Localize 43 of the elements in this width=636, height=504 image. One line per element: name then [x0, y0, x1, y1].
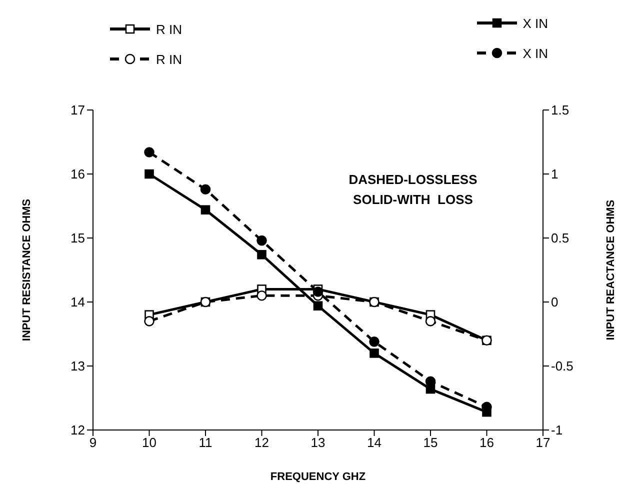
point: [144, 147, 154, 158]
y-tick-label: 16: [70, 166, 85, 182]
x-tick-label: 17: [536, 435, 550, 450]
y-axis-title: INPUT RESISTANCE OHMS: [20, 198, 33, 342]
legend-label: R IN: [156, 22, 182, 36]
y-tick-label: 14: [70, 294, 85, 310]
point: [200, 184, 211, 195]
y2-tick-label: 0: [551, 294, 558, 310]
y2-tick-label: -1: [551, 422, 563, 438]
point: [256, 235, 267, 246]
annotation: DASHED-LOSSLESS: [348, 171, 478, 189]
legend-label: X IN: [522, 16, 548, 30]
legend-label: X IN: [522, 46, 548, 60]
point: [425, 316, 436, 326]
point: [144, 316, 154, 326]
y-tick-label: 13: [70, 358, 85, 374]
x-tick-label: 9: [89, 435, 97, 450]
point: [312, 286, 324, 297]
x-tick-label: 11: [198, 435, 212, 450]
x-tick-label: 14: [367, 435, 382, 450]
y-tick-label: 17: [70, 102, 85, 118]
x-axis-title: FREQUENCY GHZ: [270, 471, 366, 483]
point: [256, 290, 267, 301]
point: [200, 205, 210, 214]
point: [369, 336, 380, 347]
y2-tick-label: -0.5: [551, 358, 574, 374]
point: [370, 348, 379, 358]
legend-label: R IN: [156, 52, 182, 66]
x-tick-label: 12: [254, 435, 269, 450]
point: [313, 301, 323, 310]
annotation: SOLID-WITH LOSS: [352, 191, 474, 209]
x-tick-label: 10: [142, 435, 156, 450]
x-tick-label: 16: [480, 435, 494, 450]
point: [257, 250, 266, 260]
y-tick-label: 12: [70, 422, 85, 438]
x-tick-label: 13: [310, 435, 326, 450]
y2-tick-label: 1: [551, 166, 558, 182]
x-tick-label: 15: [423, 435, 438, 450]
y2-tick-label: 0.5: [551, 230, 570, 246]
point: [144, 169, 154, 179]
y2-axis-title: INPUT REACTANCE OHMS: [604, 200, 617, 340]
y2-tick-label: 1.5: [551, 102, 570, 118]
y-tick-label: 15: [70, 230, 85, 246]
